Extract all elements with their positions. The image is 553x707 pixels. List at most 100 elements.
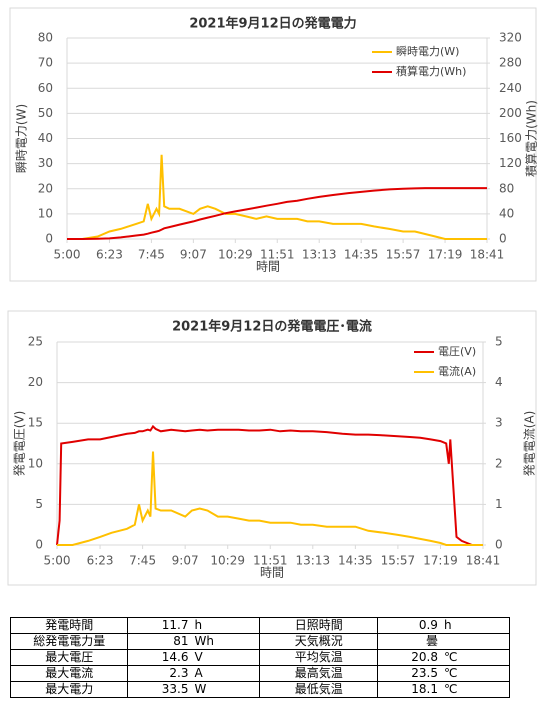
y2-axis-label: 積算電力(Wh): [524, 100, 539, 177]
x-tick-label: 11:51: [253, 554, 288, 568]
y2-tick-label: 0: [499, 232, 507, 246]
y-tick-label: 5: [35, 497, 43, 511]
y2-tick-label: 40: [499, 206, 514, 220]
cell-label: 最大電力: [9, 681, 129, 698]
y2-tick-label: 280: [499, 56, 522, 70]
x-tick-label: 17:19: [423, 554, 458, 568]
x-tick-label: 5:00: [44, 554, 71, 568]
y2-tick-label: 160: [499, 131, 522, 145]
y2-axis-label: 発電電流(A): [523, 411, 537, 477]
table-row: 最大電圧 14.6 V 平均気温 20.8 ℃: [9, 649, 511, 666]
y-tick-label: 20: [38, 181, 53, 195]
cell-value: 33.5 W: [127, 681, 261, 698]
x-tick-label: 9:07: [172, 554, 199, 568]
table-row: 最大電流 2.3 A 最高気温 23.5 ℃: [9, 665, 511, 682]
x-tick-label: 6:23: [87, 554, 114, 568]
x-tick-label: 14:35: [344, 248, 379, 262]
series-line: [67, 187, 487, 240]
value: 20.8: [411, 650, 438, 664]
y-axis-label: 瞬時電力(W): [15, 104, 29, 173]
value: 18.1: [411, 682, 438, 696]
cell-label: 発電時間: [9, 617, 129, 634]
x-tick-label: 14:35: [338, 554, 373, 568]
y2-tick-label: 200: [499, 106, 522, 120]
unit: W: [194, 682, 207, 696]
unit: h: [443, 618, 452, 632]
unit: A: [194, 666, 203, 680]
x-tick-label: 18:41: [470, 248, 505, 262]
x-tick-label: 7:45: [138, 248, 165, 262]
y2-tick-label: 0: [495, 538, 503, 552]
cell-value: 20.8 ℃: [376, 649, 511, 666]
y2-tick-label: 120: [499, 156, 522, 170]
x-tick-label: 18:41: [466, 554, 501, 568]
cell-value: 18.1 ℃: [376, 681, 511, 698]
legend-label: 積算電力(Wh): [396, 64, 466, 78]
unit: V: [194, 650, 203, 664]
cell-value: 0.9 h: [376, 617, 511, 634]
cell-value: 23.5 ℃: [376, 665, 511, 682]
x-tick-label: 7:45: [129, 554, 156, 568]
y-tick-label: 50: [38, 106, 53, 120]
x-tick-label: 9:07: [180, 248, 207, 262]
x-tick-label: 6:23: [96, 248, 123, 262]
y-tick-label: 10: [28, 456, 43, 470]
chart-title: 2021年9月12日の発電電圧･電流: [172, 319, 372, 335]
y2-tick-label: 240: [499, 81, 522, 95]
summary-table: 発電時間 11.7 h 日照時間 0.9 h 総発電電力量 81 Wh 天気概況曇最大電圧 14.6…: [9, 617, 511, 698]
y2-tick-label: 320: [499, 31, 522, 45]
cell-value: 曇: [376, 633, 511, 650]
y-tick-label: 40: [38, 131, 53, 145]
x-tick-label: 10:29: [210, 554, 245, 568]
cell-label: 最高気温: [259, 665, 378, 682]
y2-tick-label: 1: [495, 497, 503, 511]
series-line: [56, 424, 483, 546]
value: 0.9: [418, 618, 438, 632]
y-tick-label: 0: [35, 538, 43, 552]
value: 14.6: [161, 650, 189, 664]
cell-label: 平均気温: [259, 649, 378, 666]
cell-label: 日照時間: [259, 617, 378, 634]
value: 11.7: [161, 618, 189, 632]
unit: ℃: [443, 666, 458, 680]
table-row: 総発電電力量 81 Wh 天気概況 曇: [9, 633, 511, 650]
x-tick-label: 17:19: [428, 248, 463, 262]
value: 2.3: [169, 666, 189, 680]
y2-tick-label: 2: [495, 456, 503, 470]
unit: ℃: [443, 682, 458, 696]
y-tick-label: 20: [28, 375, 43, 389]
unit: h: [194, 618, 203, 632]
y-tick-label: 15: [28, 416, 43, 430]
cell-label: 最低気温: [259, 681, 378, 698]
value: 33.5: [161, 682, 189, 696]
x-tick-label: 10:29: [218, 248, 253, 262]
x-tick-label: 11:51: [260, 248, 295, 262]
x-axis-label: 時間: [256, 260, 280, 274]
legend-label: 電流(A): [438, 364, 476, 378]
series-line: [67, 154, 487, 240]
y-tick-label: 70: [38, 56, 53, 70]
y2-tick-label: 4: [495, 375, 503, 389]
x-tick-label: 15:57: [386, 248, 421, 262]
cell-value: 14.6 V: [127, 649, 261, 666]
legend-label: 電圧(V): [438, 345, 476, 358]
legend-label: 瞬時電力(W): [396, 45, 459, 58]
x-axis-label: 時間: [260, 566, 284, 580]
charts: 2021年9月12日の発電電力0102030405060708004080120…: [7, 7, 539, 586]
y-tick-label: 30: [38, 156, 53, 170]
y-tick-label: 10: [38, 206, 53, 220]
y-tick-label: 60: [38, 81, 53, 95]
y-axis-label: 発電電圧(V): [13, 411, 27, 477]
chart-title: 2021年9月12日の発電電力: [189, 16, 356, 32]
cell-value: 81 Wh: [127, 633, 261, 650]
x-tick-label: 13:13: [302, 248, 337, 262]
value: 23.5: [411, 666, 438, 680]
cell-label: 最大電圧: [9, 649, 129, 666]
cell-label: 総発電電力量: [9, 633, 129, 650]
y2-tick-label: 80: [499, 181, 514, 195]
table-row: 発電時間 11.7 h 日照時間 0.9 h: [9, 617, 511, 634]
y-tick-label: 25: [28, 335, 43, 349]
value: 曇: [425, 634, 438, 648]
x-tick-label: 13:13: [296, 554, 331, 568]
